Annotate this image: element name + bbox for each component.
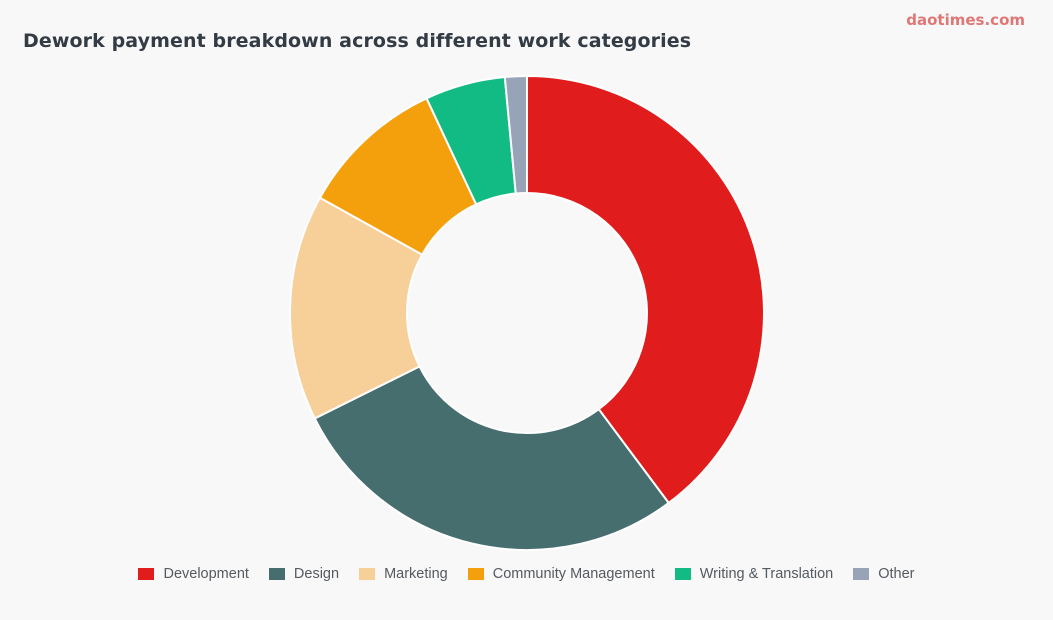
legend-item-marketing[interactable]: Marketing <box>359 566 448 582</box>
slice-marketing[interactable] <box>289 196 424 420</box>
slice-development[interactable] <box>526 74 765 505</box>
chart-title: Dework payment breakdown across differen… <box>23 30 692 52</box>
legend-swatch <box>467 568 484 580</box>
legend-item-other[interactable]: Other <box>853 566 915 582</box>
legend-item-development[interactable]: Development <box>138 566 249 582</box>
slice-design[interactable] <box>313 365 671 551</box>
legend-label: Design <box>293 566 340 582</box>
slice-other[interactable] <box>503 74 528 195</box>
legend-item-writing-translation[interactable]: Writing & Translation <box>674 566 834 582</box>
legend-item-design[interactable]: Design <box>268 566 340 582</box>
legend-label: Marketing <box>384 566 448 582</box>
legend-swatch <box>359 568 376 580</box>
legend-swatch <box>674 568 691 580</box>
chart-legend: Development Design Marketing Community Mana… <box>0 566 1053 582</box>
legend-swatch <box>138 568 155 580</box>
legend-swatch <box>268 568 285 580</box>
legend-swatch <box>853 568 870 580</box>
legend-label: Other <box>878 566 915 582</box>
legend-label: Writing & Translation <box>699 566 834 582</box>
legend-item-community-management[interactable]: Community Management <box>467 566 655 582</box>
legend-label: Development <box>163 566 249 582</box>
legend-label: Community Management <box>492 566 655 582</box>
brand-watermark: daotimes.com <box>906 11 1025 29</box>
